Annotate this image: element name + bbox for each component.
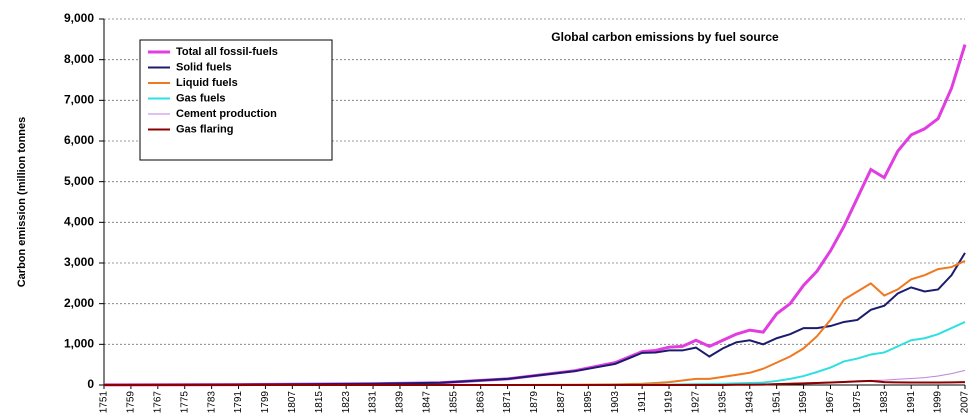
x-tick-label: 1751 xyxy=(99,391,110,414)
y-axis-label: Carbon emission (million tonnes xyxy=(16,117,28,288)
x-tick-label: 1935 xyxy=(717,391,728,414)
x-tick-label: 1815 xyxy=(314,391,325,414)
x-tick-label: 1991 xyxy=(906,391,917,414)
x-tick-label: 1831 xyxy=(368,391,379,414)
y-tick-label: 0 xyxy=(87,377,94,391)
x-tick-label: 1919 xyxy=(664,391,675,414)
x-tick-label: 1895 xyxy=(583,391,594,414)
y-tick-label: 8,000 xyxy=(64,52,94,66)
x-tick-label: 1791 xyxy=(233,391,244,414)
series-line xyxy=(103,252,966,386)
series-line xyxy=(104,379,966,386)
x-tick-label: 1807 xyxy=(287,391,298,414)
legend-label: Total all fossil-fuels xyxy=(176,46,278,58)
x-tick-label: 1887 xyxy=(556,391,567,414)
legend-label: Liquid fuels xyxy=(176,77,238,89)
x-tick-label: 1959 xyxy=(798,391,809,414)
x-tick-label: 1759 xyxy=(126,391,137,414)
y-tick-label: 5,000 xyxy=(64,174,94,188)
x-tick-label: 1839 xyxy=(395,391,406,414)
y-tick-label: 1,000 xyxy=(64,337,94,351)
x-tick-label: 2007 xyxy=(960,391,970,414)
x-tick-label: 1967 xyxy=(825,391,836,414)
x-tick-label: 1775 xyxy=(179,391,190,414)
x-tick-label: 1983 xyxy=(879,391,890,414)
x-tick-label: 1823 xyxy=(341,391,352,414)
y-tick-label: 6,000 xyxy=(64,133,94,147)
chart-title: Global carbon emissions by fuel source xyxy=(551,30,779,44)
y-tick-label: 9,000 xyxy=(64,11,94,25)
legend-label: Gas fuels xyxy=(176,92,226,104)
legend-box xyxy=(139,39,333,161)
legend-label: Cement production xyxy=(176,108,277,120)
x-tick-label: 1799 xyxy=(260,391,271,414)
legend-label: Gas flaring xyxy=(176,123,233,135)
x-tick-label: 1879 xyxy=(529,391,540,414)
x-tick-label: 1783 xyxy=(206,391,217,414)
x-tick-label: 1863 xyxy=(475,391,486,414)
x-tick-label: 1847 xyxy=(422,391,433,414)
x-tick-label: 1999 xyxy=(933,391,944,414)
y-tick-label: 4,000 xyxy=(64,215,94,229)
x-tick-label: 1871 xyxy=(502,391,513,414)
y-tick-label: 7,000 xyxy=(64,93,94,107)
x-tick-label: 1927 xyxy=(691,391,702,414)
x-tick-label: 1855 xyxy=(448,391,459,414)
x-tick-label: 1943 xyxy=(744,391,755,414)
y-tick-label: 3,000 xyxy=(64,255,94,269)
x-tick-label: 1903 xyxy=(610,391,621,414)
x-tick-label: 1767 xyxy=(152,391,163,414)
y-tick-label: 2,000 xyxy=(64,296,94,310)
x-tick-label: 1975 xyxy=(852,391,863,414)
series-line xyxy=(104,260,966,386)
x-tick-label: 1951 xyxy=(771,391,782,414)
legend-label: Solid fuels xyxy=(176,61,232,73)
x-tick-label: 1911 xyxy=(637,391,648,413)
